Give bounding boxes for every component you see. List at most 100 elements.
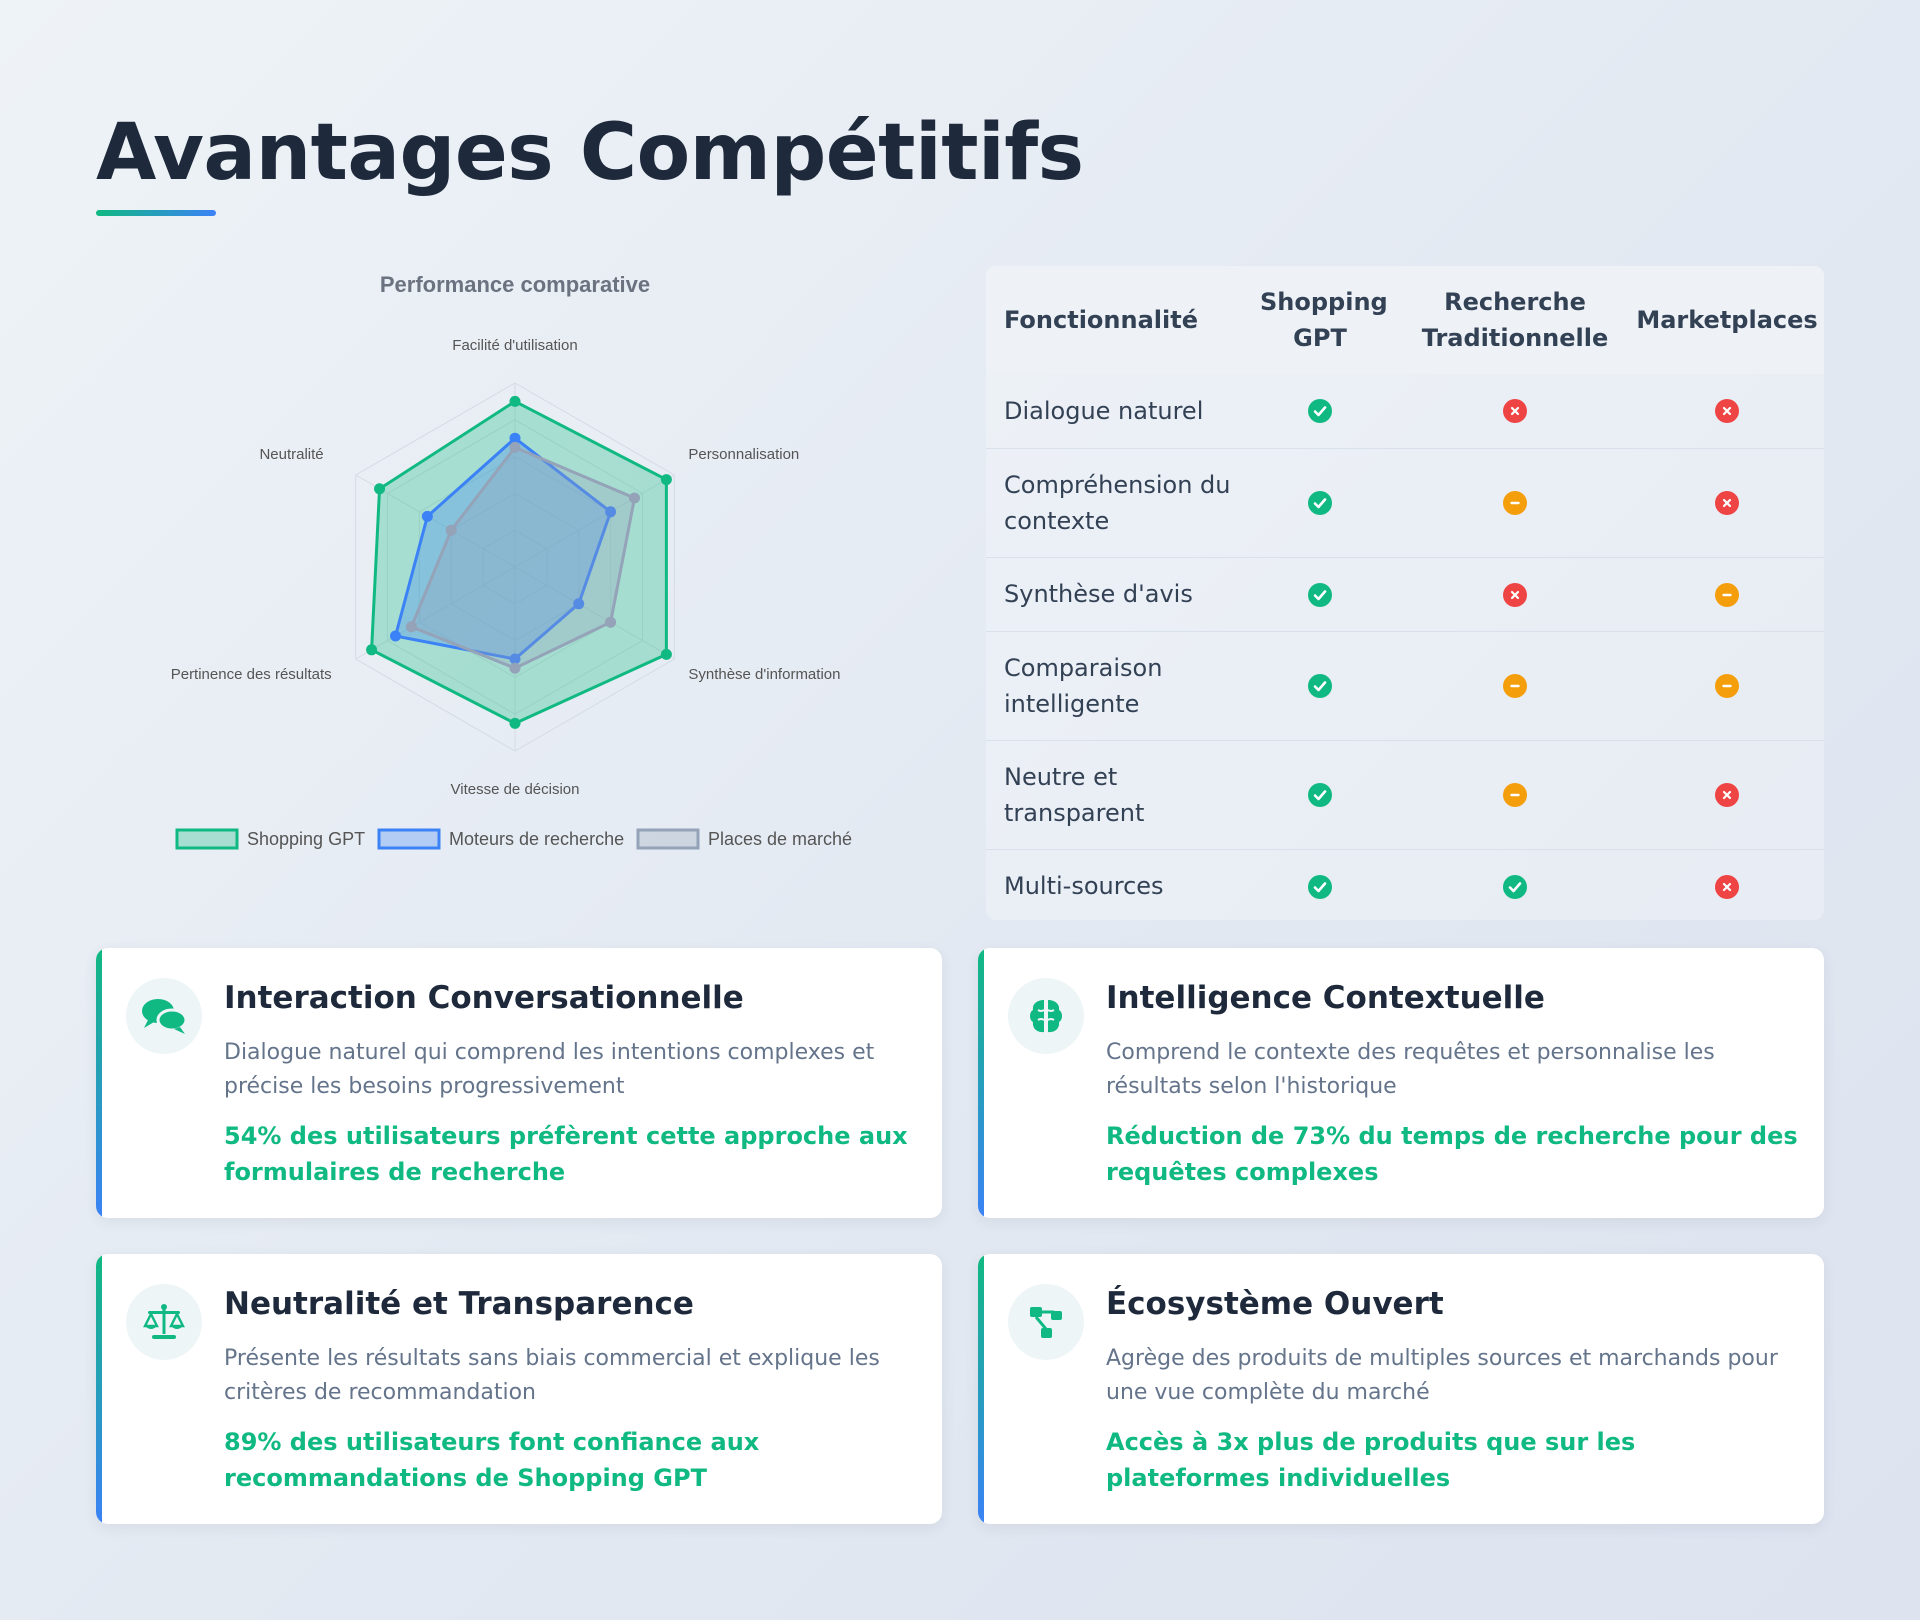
card-description: Agrège des produits de multiples sources… [1106,1346,1778,1405]
axis-label: Vitesse de décision [451,781,580,798]
comparison-table-card: Fonctionnalité Shopping GPT Recherche Tr… [986,266,1824,920]
radar-chart-svg: Performance comparative Facilité d'utilis… [171,272,852,850]
status-cell [1240,557,1400,631]
header-marketplaces: Marketplaces [1636,306,1818,334]
data-point [509,653,521,665]
table-header-row: Fonctionnalité Shopping GPT Recherche Tr… [986,266,1824,374]
minus-icon [1503,491,1527,516]
feature-name: Compréhension du contexte [1004,470,1231,535]
card-description: Présente les résultats sans biais commer… [224,1346,880,1405]
axis-label: Neutralité [259,446,323,463]
data-point [605,616,617,628]
data-point [389,630,401,642]
table-row: Dialogue naturel [986,374,1824,448]
check-icon [1308,874,1332,899]
legend-label: Moteurs de recherche [449,829,624,849]
status-cell [1240,374,1400,448]
table-row: Multi-sources [986,849,1824,920]
card-context: Intelligence Contextuelle Comprend le co… [978,948,1824,1218]
status-cell [1400,849,1630,920]
cross-icon [1503,582,1527,607]
axis-label: Facilité d'utilisation [452,337,577,354]
axis-label: Personnalisation [688,446,799,463]
card-neutrality: Neutralité et Transparence Présente les … [96,1254,942,1524]
cross-icon [1503,399,1527,424]
minus-icon [1715,674,1739,699]
check-icon [1308,674,1332,699]
cross-icon [1715,491,1739,516]
card-title: Écosystème Ouvert [1106,1286,1444,1322]
data-point [366,644,378,656]
check-icon [1503,874,1527,899]
table-row: Comparaison intelligente [986,631,1824,740]
status-cell [1630,448,1824,557]
network-icon [1008,1284,1084,1360]
check-icon [1308,491,1332,516]
table-row: Neutre et transparent [986,740,1824,849]
cross-icon [1715,783,1739,808]
check-icon [1308,582,1332,607]
brain-icon [1008,978,1084,1054]
card-description: Comprend le contexte des requêtes et per… [1106,1040,1715,1099]
feature-name: Neutre et transparent [1004,762,1145,827]
status-cell [1630,740,1824,849]
cross-icon [1715,399,1739,424]
table-row: Compréhension du contexte [986,448,1824,557]
minus-icon [1503,783,1527,808]
table-row: Synthèse d'avis [986,557,1824,631]
data-point [509,395,521,407]
data-point [445,524,457,536]
status-cell [1400,631,1630,740]
header-recherche: Recherche Traditionnelle [1421,288,1609,352]
card-stat: Réduction de 73% du temps de recherche p… [1106,1122,1798,1186]
status-cell [1630,849,1824,920]
status-cell [1630,631,1824,740]
title-underline [96,210,216,216]
grid-spoke [355,566,516,660]
status-cell [1630,374,1824,448]
data-point [374,483,386,495]
feature-name: Comparaison intelligente [1004,653,1163,718]
status-cell [1630,557,1824,631]
check-icon [1308,783,1332,808]
data-point [421,510,433,522]
status-cell [1400,448,1630,557]
grid-spoke [514,474,675,568]
legend-swatch [377,828,441,850]
page-title: Avantages Compétitifs [96,108,1084,198]
card-title: Intelligence Contextuelle [1106,980,1545,1016]
data-point [509,662,521,674]
data-point [605,506,617,518]
axis-label: Synthèse d'information [688,666,840,683]
card-conversation: Interaction Conversationnelle Dialogue n… [96,948,942,1218]
minus-icon [1503,674,1527,699]
scale-icon [126,1284,202,1360]
legend-swatch [175,828,239,850]
status-cell [1400,740,1630,849]
data-point [509,717,521,729]
header-shopping-gpt: Shopping GPT [1260,288,1388,352]
axis-label: Pertinence des résultats [171,666,332,683]
legend-label: Shopping GPT [247,829,365,849]
data-point [405,621,417,633]
card-description: Dialogue naturel qui comprend les intent… [224,1040,875,1099]
data-point [509,441,521,453]
legend-swatch [636,828,700,850]
status-cell [1240,448,1400,557]
status-cell [1240,740,1400,849]
data-point [660,648,672,660]
data-point [629,492,641,504]
grid-spoke [514,566,675,660]
radar-chart: Performance comparative Facilité d'utilis… [130,265,900,865]
card-title: Interaction Conversationnelle [224,980,744,1016]
data-point [573,598,585,610]
card-stat: 89% des utilisateurs font confiance aux … [224,1428,760,1492]
card-stat: Accès à 3x plus de produits que sur les … [1106,1428,1636,1492]
feature-name: Synthèse d'avis [1004,580,1193,608]
data-point [660,474,672,486]
status-cell [1240,631,1400,740]
comparison-table: Fonctionnalité Shopping GPT Recherche Tr… [986,266,1824,920]
card-title: Neutralité et Transparence [224,1286,694,1322]
feature-name: Dialogue naturel [1004,396,1204,425]
status-cell [1400,557,1630,631]
